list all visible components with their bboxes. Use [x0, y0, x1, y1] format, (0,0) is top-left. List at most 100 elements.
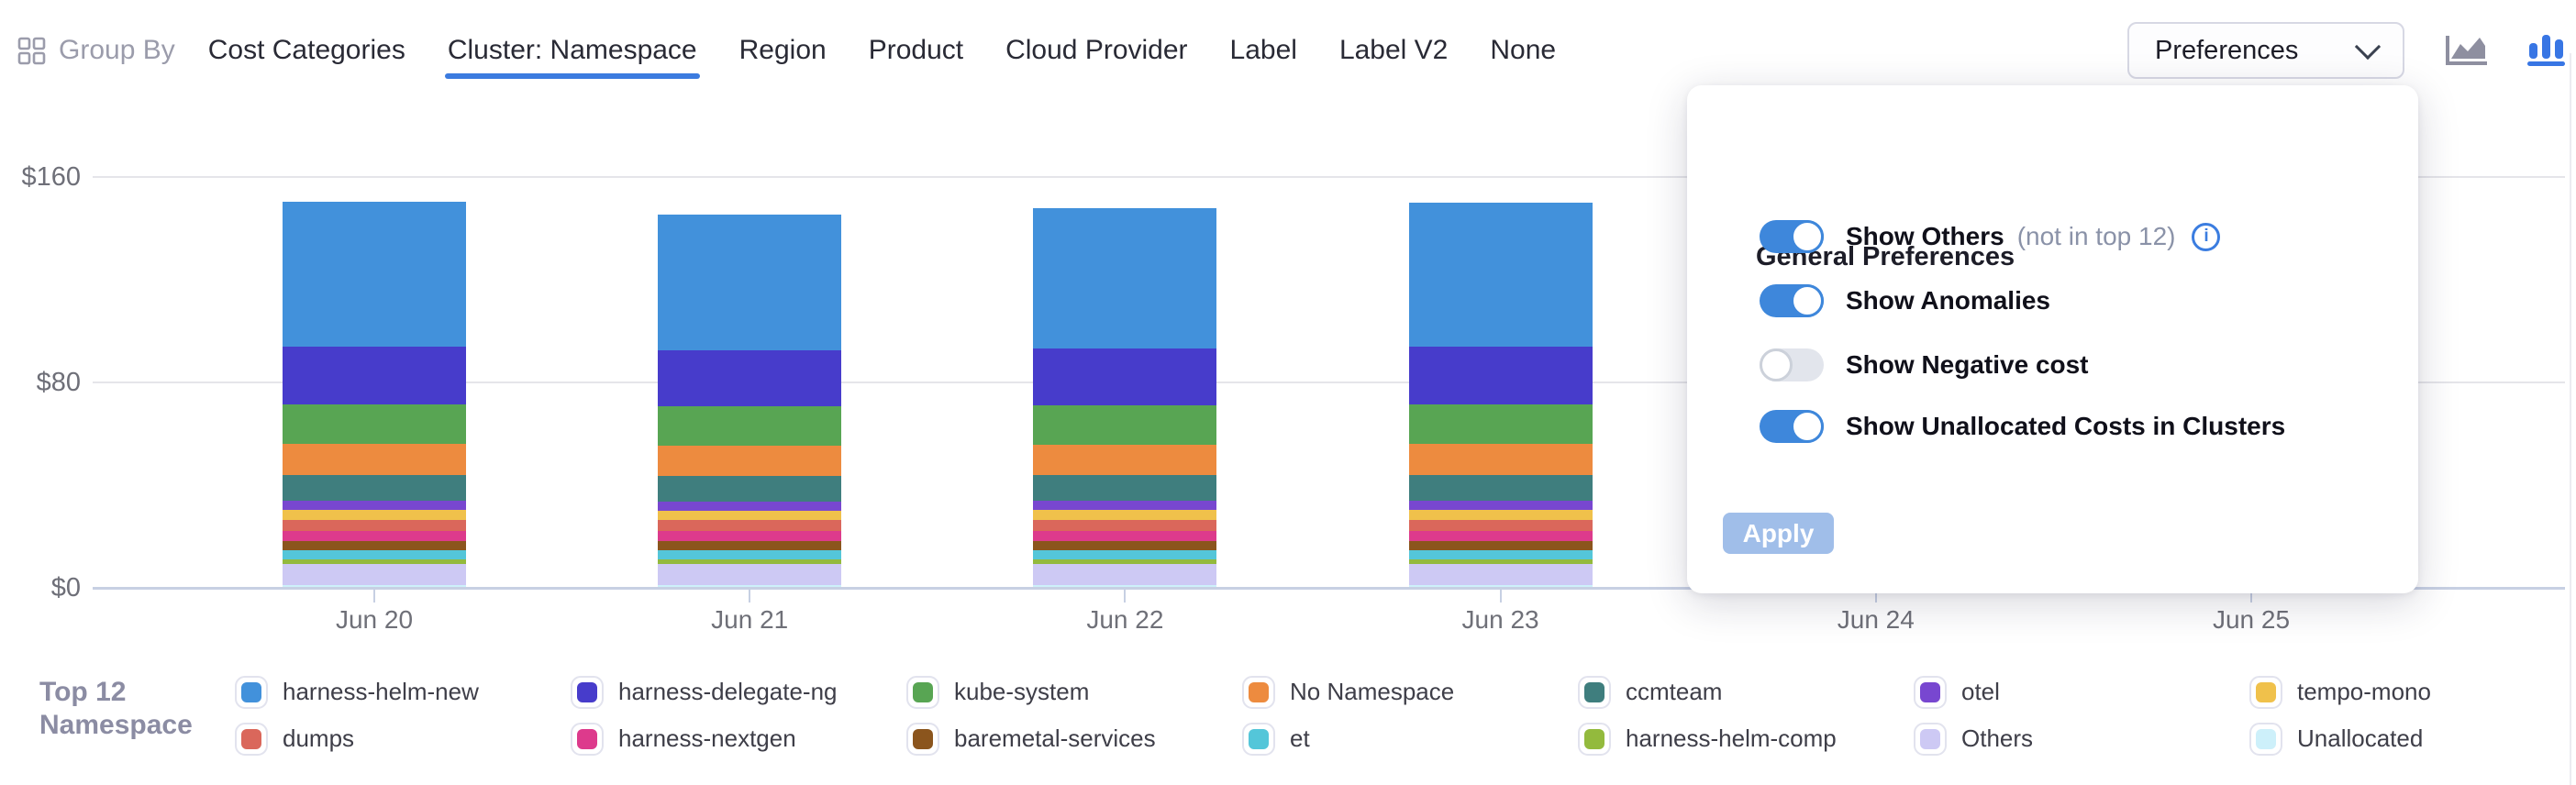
tab-region[interactable]: Region	[738, 35, 827, 65]
bar-segment-others[interactable]	[658, 564, 842, 585]
tab-cloud-provider[interactable]: Cloud Provider	[1005, 35, 1188, 65]
legend-item-tempo-mono[interactable]: tempo-mono	[2249, 669, 2576, 715]
legend-swatch-baremetal-services	[906, 722, 939, 756]
bar-segment-kube-system[interactable]	[658, 406, 842, 446]
legend-item-kube-system[interactable]: kube-system	[906, 669, 1242, 715]
legend-item-et[interactable]: et	[1242, 715, 1578, 762]
bar-segment-harness-nextgen[interactable]	[1408, 531, 1593, 542]
bar-segment-harness-helm-new[interactable]	[1033, 208, 1217, 349]
bar-chart-icon-bar	[2529, 43, 2537, 59]
bar-segment-others[interactable]	[1033, 564, 1217, 585]
tab-product[interactable]: Product	[868, 35, 964, 65]
bar-segment-unallocated[interactable]	[1033, 584, 1217, 588]
area-chart-icon[interactable]	[2445, 35, 2489, 66]
bar-segment-ccmteam[interactable]	[1408, 474, 1593, 502]
bar-segment-unallocated[interactable]	[283, 584, 466, 588]
tab-label-v2[interactable]: Label V2	[1338, 35, 1449, 65]
bar-segment-tempo-mono[interactable]	[1033, 510, 1217, 520]
legend-item-harness-delegate-ng[interactable]: harness-delegate-ng	[571, 669, 906, 715]
chevron-down-icon	[2354, 33, 2382, 61]
bar-segment-tempo-mono[interactable]	[658, 510, 842, 520]
y-axis-label-0: $0	[50, 573, 81, 603]
legend-label: harness-helm-new	[283, 678, 479, 705]
bar-segment-no-namespace[interactable]	[658, 445, 842, 476]
info-icon[interactable]: i	[2192, 222, 2221, 251]
bar-segment-harness-helm-comp[interactable]	[1408, 558, 1593, 565]
bar-segment-tempo-mono[interactable]	[1408, 510, 1593, 520]
bar-segment-et[interactable]	[1033, 550, 1217, 559]
bar-segment-harness-helm-comp[interactable]	[658, 558, 842, 565]
legend-item-harness-nextgen[interactable]: harness-nextgen	[571, 715, 906, 762]
bar-segment-baremetal-services[interactable]	[658, 541, 842, 551]
bar-segment-dumps[interactable]	[1408, 519, 1593, 532]
bar-segment-harness-helm-comp[interactable]	[283, 558, 466, 565]
legend-item-others[interactable]: Others	[1914, 715, 2249, 762]
toggle-show-anomalies[interactable]	[1760, 284, 1824, 317]
legend-item-baremetal-services[interactable]: baremetal-services	[906, 715, 1242, 762]
apply-button[interactable]: Apply	[1723, 513, 1834, 554]
bar-segment-et[interactable]	[1408, 550, 1593, 559]
x-axis-tick-jun-21	[749, 590, 751, 603]
bar-segment-kube-system[interactable]	[1033, 404, 1217, 445]
legend-item-otel[interactable]: otel	[1914, 669, 2249, 715]
bar-segment-harness-delegate-ng[interactable]	[658, 350, 842, 407]
legend-swatch-no-namespace	[1242, 675, 1275, 709]
bar-segment-tempo-mono[interactable]	[283, 510, 466, 520]
toggle-show-negative-cost[interactable]	[1760, 348, 1824, 381]
bar-segment-otel[interactable]	[1408, 501, 1593, 511]
bar-chart-icon[interactable]	[2527, 35, 2565, 66]
bar-segment-unallocated[interactable]	[658, 584, 842, 588]
bar-segment-no-namespace[interactable]	[1033, 444, 1217, 476]
bar-segment-harness-delegate-ng[interactable]	[1408, 347, 1593, 404]
bar-segment-kube-system[interactable]	[283, 404, 466, 445]
bar-segment-otel[interactable]	[658, 501, 842, 511]
bar-segment-baremetal-services[interactable]	[1033, 541, 1217, 551]
toggle-show-others[interactable]	[1760, 220, 1824, 253]
bar-segment-baremetal-services[interactable]	[1408, 541, 1593, 551]
x-axis-tick-jun-20	[373, 590, 375, 603]
legend-item-harness-helm-comp[interactable]: harness-helm-comp	[1578, 715, 1914, 762]
bar-segment-harness-helm-comp[interactable]	[1033, 558, 1217, 565]
bar-segment-harness-helm-new[interactable]	[283, 201, 466, 348]
bar-segment-harness-nextgen[interactable]	[283, 531, 466, 542]
legend-item-no-namespace[interactable]: No Namespace	[1242, 669, 1578, 715]
bar-segment-baremetal-services[interactable]	[283, 541, 466, 551]
bar-segment-others[interactable]	[1408, 564, 1593, 585]
bar-segment-ccmteam[interactable]	[1033, 475, 1217, 502]
bar-segment-unallocated[interactable]	[1408, 584, 1593, 588]
bar-segment-et[interactable]	[283, 550, 466, 559]
x-axis-label-jun-21: Jun 21	[711, 605, 789, 634]
legend-swatch-tempo-mono	[2249, 675, 2282, 709]
bar-segment-harness-delegate-ng[interactable]	[283, 347, 466, 404]
bar-segment-dumps[interactable]	[1033, 519, 1217, 532]
bar-segment-harness-nextgen[interactable]	[1033, 531, 1217, 542]
bar-segment-no-namespace[interactable]	[1408, 444, 1593, 475]
legend-item-harness-helm-new[interactable]: harness-helm-new	[235, 669, 571, 715]
bar-segment-otel[interactable]	[1033, 501, 1217, 511]
bar-segment-others[interactable]	[283, 564, 466, 585]
bar-segment-no-namespace[interactable]	[283, 444, 466, 475]
legend-item-unallocated[interactable]: Unallocated	[2249, 715, 2576, 762]
x-axis-label-jun-22: Jun 22	[1086, 605, 1164, 634]
group-by: Group By	[17, 35, 175, 66]
preferences-dropdown-button[interactable]: Preferences	[2127, 22, 2404, 79]
bar-segment-kube-system[interactable]	[1408, 404, 1593, 445]
legend-item-dumps[interactable]: dumps	[235, 715, 571, 762]
bar-segment-ccmteam[interactable]	[658, 475, 842, 502]
legend-item-ccmteam[interactable]: ccmteam	[1578, 669, 1914, 715]
bar-segment-harness-delegate-ng[interactable]	[1033, 348, 1217, 405]
tab-label[interactable]: Label	[1229, 35, 1297, 65]
legend-swatch-unallocated	[2249, 722, 2282, 756]
bar-segment-dumps[interactable]	[658, 519, 842, 532]
tab-cost-categories[interactable]: Cost Categories	[207, 35, 405, 65]
toggle-show-unallocated-costs-in-clusters[interactable]	[1760, 410, 1824, 443]
bar-segment-otel[interactable]	[283, 501, 466, 511]
bar-segment-et[interactable]	[658, 550, 842, 559]
tab-cluster-namespace[interactable]: Cluster: Namespace	[444, 22, 700, 79]
bar-segment-harness-helm-new[interactable]	[1408, 203, 1593, 348]
bar-segment-dumps[interactable]	[283, 519, 466, 532]
bar-segment-harness-helm-new[interactable]	[658, 214, 842, 350]
tab-none[interactable]: None	[1490, 35, 1557, 65]
bar-segment-ccmteam[interactable]	[283, 474, 466, 502]
bar-segment-harness-nextgen[interactable]	[658, 531, 842, 542]
